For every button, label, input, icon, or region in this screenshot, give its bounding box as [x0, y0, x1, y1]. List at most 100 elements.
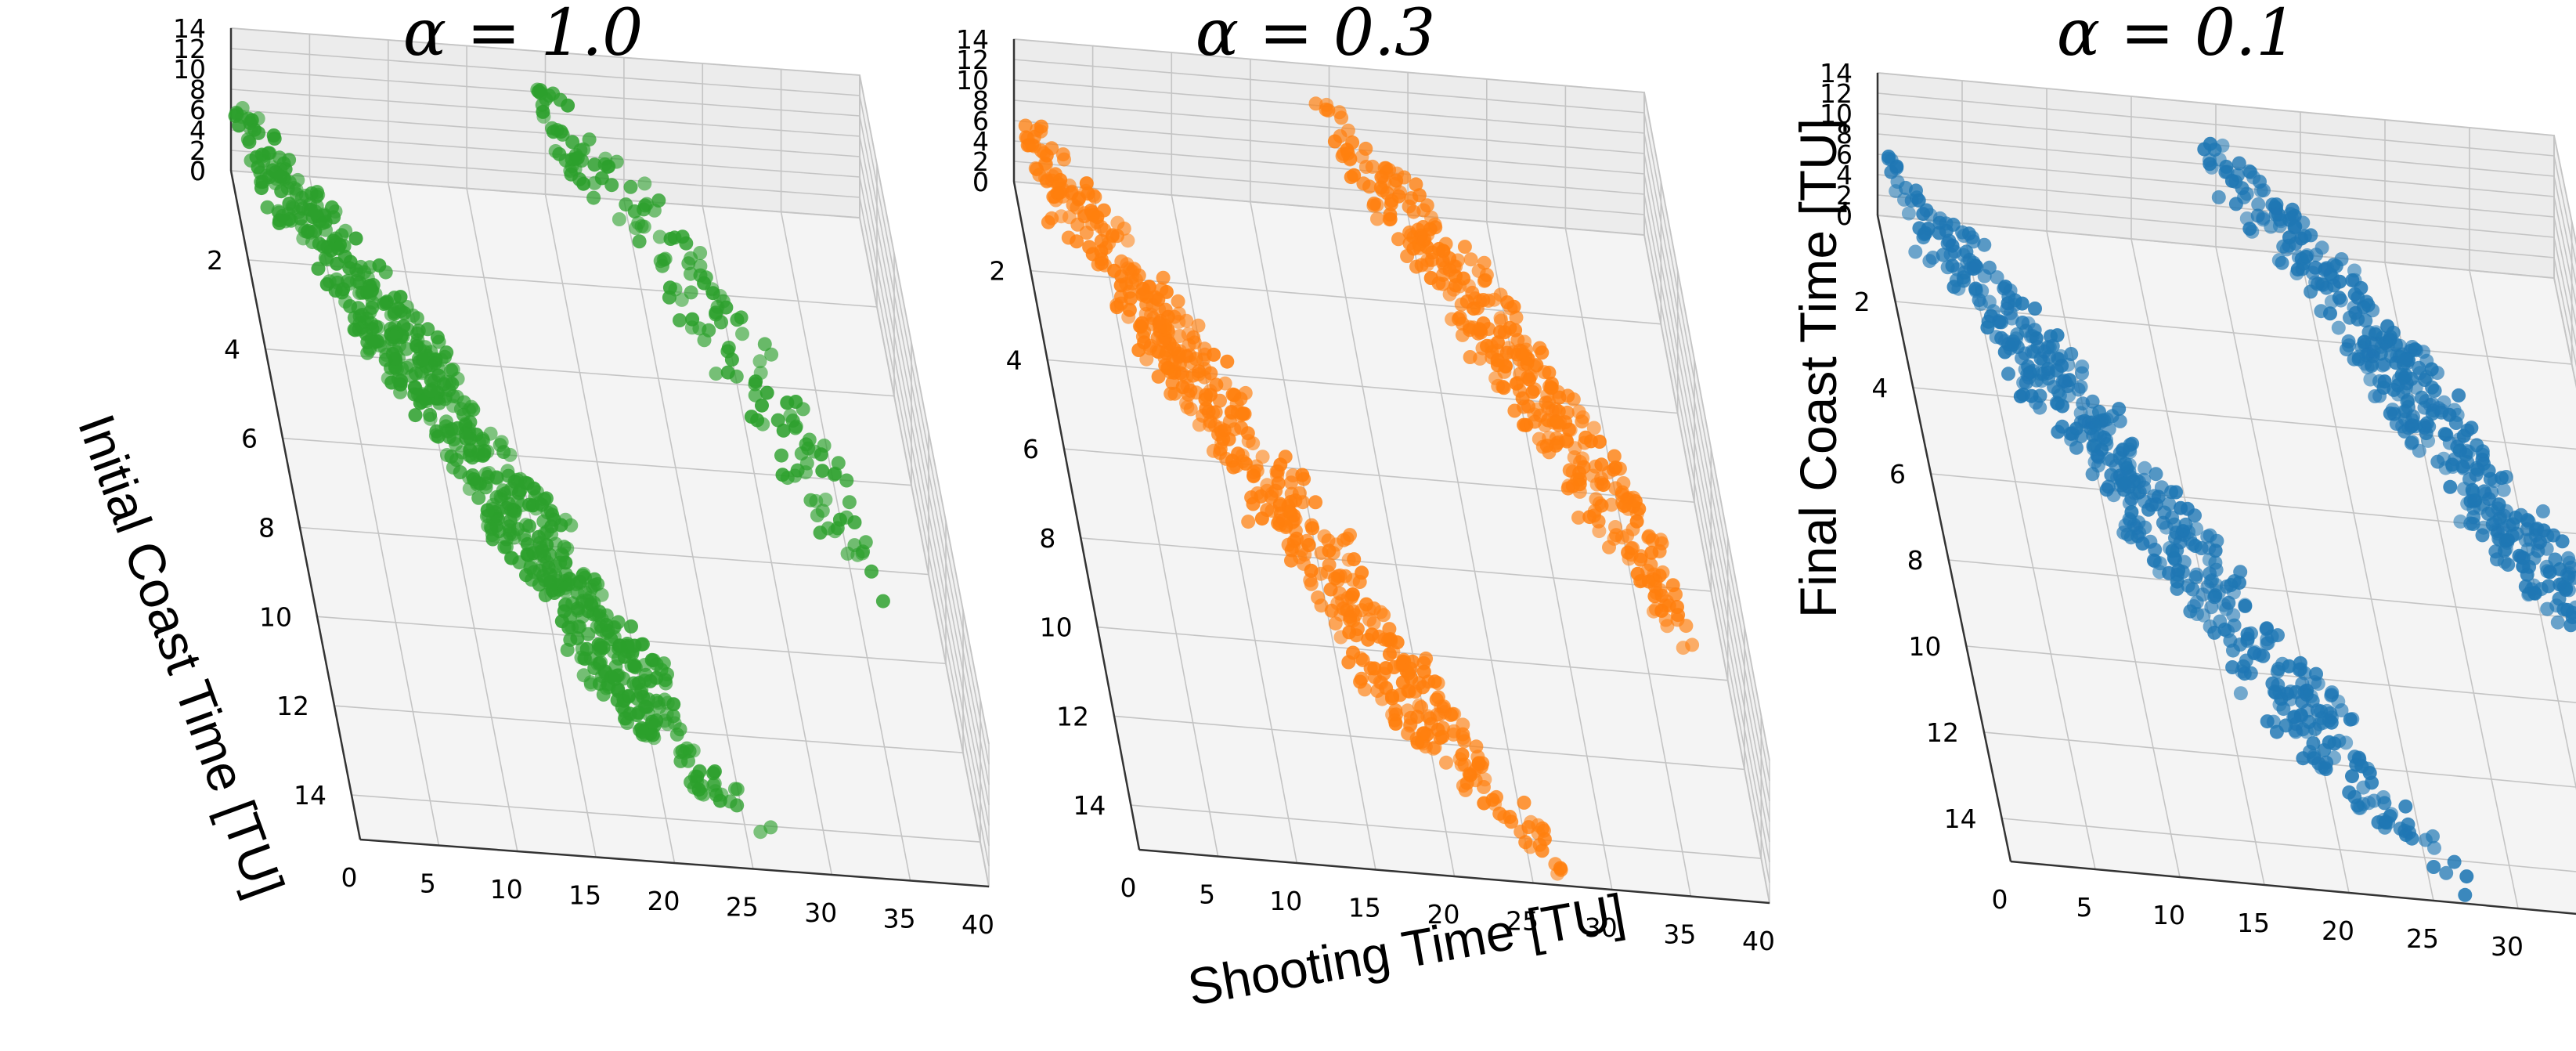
data-point — [1980, 320, 1995, 335]
data-point — [662, 280, 677, 295]
y-tick-label: 8 — [1039, 523, 1055, 554]
y-tick-label: 2 — [1854, 287, 1871, 317]
panel-title: α = 0.1 — [2057, 0, 2297, 70]
data-point — [1901, 206, 1916, 221]
data-point — [480, 503, 495, 518]
data-point — [2425, 380, 2440, 395]
data-point — [1110, 229, 1124, 244]
data-point — [830, 521, 845, 536]
data-point — [1466, 320, 1481, 335]
data-point — [2051, 424, 2065, 439]
y-tick-label: 12 — [276, 691, 309, 721]
data-point — [1456, 778, 1470, 793]
data-point — [492, 438, 507, 453]
data-point — [570, 586, 585, 601]
data-point — [2033, 388, 2047, 403]
data-point — [640, 197, 654, 211]
data-point — [458, 418, 473, 433]
x-tick-label: 20 — [648, 886, 680, 916]
data-point — [2426, 860, 2441, 874]
data-point — [1477, 273, 1492, 287]
data-point — [2506, 517, 2520, 532]
data-point — [1143, 338, 1158, 353]
data-point — [2028, 302, 2042, 316]
data-point — [1185, 368, 1200, 383]
data-point — [504, 482, 519, 497]
data-point — [1476, 293, 1491, 307]
data-point — [503, 513, 518, 528]
data-point — [278, 214, 293, 229]
y-axis-line — [1012, 181, 1141, 851]
data-point — [2340, 342, 2354, 357]
data-point — [2372, 388, 2387, 403]
data-point — [2203, 574, 2218, 589]
data-point — [2041, 366, 2055, 381]
data-point — [329, 272, 344, 287]
data-point — [2015, 296, 2029, 311]
x-tick-label: 30 — [804, 898, 837, 928]
data-point — [2462, 471, 2477, 486]
data-point — [2253, 183, 2268, 198]
data-point — [2475, 444, 2490, 459]
y-tick-label: 2 — [207, 245, 223, 276]
data-point — [330, 241, 345, 256]
data-point — [1198, 392, 1213, 406]
data-point — [637, 176, 652, 191]
data-point — [2345, 712, 2360, 727]
data-point — [666, 697, 681, 712]
z-tick-label: 8 — [972, 85, 989, 116]
data-point — [1297, 471, 1311, 486]
data-point — [1135, 281, 1150, 296]
data-point — [1889, 161, 1904, 175]
data-point — [1572, 472, 1587, 487]
data-point — [2365, 357, 2379, 371]
data-point — [658, 673, 673, 688]
data-point — [643, 674, 658, 688]
data-point — [1977, 237, 1992, 252]
data-point — [2256, 648, 2271, 663]
data-point — [1908, 244, 1923, 259]
data-point — [669, 727, 684, 742]
data-point — [1053, 185, 1068, 200]
data-point — [1654, 536, 1669, 551]
data-point — [260, 200, 275, 215]
data-point — [790, 463, 805, 478]
data-point — [2123, 530, 2138, 545]
data-point — [1347, 168, 1362, 182]
data-point — [1326, 546, 1340, 561]
data-point — [1350, 622, 1365, 637]
data-point — [627, 638, 642, 653]
data-point — [1969, 259, 1984, 274]
x-tick-label: 5 — [1199, 879, 1215, 910]
y-tick-label: 6 — [1889, 459, 1906, 489]
data-point — [2289, 717, 2304, 731]
data-point — [477, 447, 492, 462]
y-tick-label: 6 — [241, 424, 258, 454]
data-point — [2296, 215, 2311, 230]
data-point — [815, 464, 830, 479]
data-point — [2318, 262, 2332, 277]
data-point — [2269, 724, 2284, 739]
data-point — [1079, 226, 1094, 240]
data-point — [1270, 468, 1285, 482]
data-point — [2329, 258, 2343, 273]
data-point — [2276, 702, 2291, 717]
data-point — [1160, 322, 1175, 337]
data-point — [1334, 110, 1349, 125]
data-point — [2169, 526, 2184, 540]
data-point — [1070, 217, 1085, 232]
data-point — [2383, 406, 2397, 421]
data-point — [2242, 222, 2257, 237]
data-point — [2163, 540, 2177, 555]
data-point — [2065, 426, 2080, 441]
data-point — [2260, 714, 2275, 729]
scatter-panel-3: 05101520253035400246810121402468101214α … — [1820, 0, 2576, 970]
data-point — [587, 157, 602, 172]
data-point — [1530, 402, 1544, 417]
data-point — [2215, 138, 2230, 153]
data-point — [1424, 717, 1438, 731]
data-point — [2013, 389, 2028, 404]
data-point — [1388, 717, 1403, 731]
data-point — [581, 627, 596, 641]
